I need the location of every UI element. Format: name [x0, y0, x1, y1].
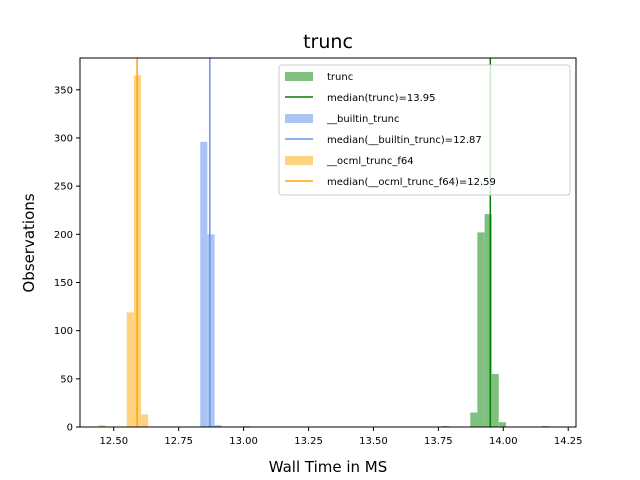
- y-axis-ticks: 0 50 100 150 200 250 300 350: [54, 85, 80, 434]
- legend-swatch-4: [285, 156, 313, 165]
- x-axis-label: Wall Time in MS: [269, 458, 388, 476]
- legend-label-1: median(trunc)=13.95: [327, 93, 436, 104]
- bar-4-1: [126, 312, 134, 427]
- x-tick-label-2: 13.00: [229, 436, 258, 447]
- y-tick-label-2: 100: [54, 326, 73, 337]
- chart-title: trunc: [303, 31, 353, 53]
- bar-2-2: [214, 425, 222, 427]
- bar-0-5: [498, 422, 507, 427]
- y-tick-label-5: 250: [54, 182, 73, 193]
- plot-frame: [79, 57, 577, 428]
- legend-label-0: trunc: [327, 72, 353, 83]
- x-tick-label-1: 12.75: [164, 436, 193, 447]
- legend-label-4: __ocml_trunc_f64: [326, 156, 414, 167]
- y-axis-label: Observations: [20, 193, 38, 292]
- legend-label-3: median(__builtin_trunc)=12.87: [327, 135, 482, 146]
- x-tick-label-6: 14.00: [489, 436, 518, 447]
- x-axis-ticks: 12.50 12.75 13.00 13.25 13.50 13.75 14.00 14.25: [99, 427, 583, 447]
- x-tick-label-3: 13.25: [294, 436, 323, 447]
- y-tick-label-7: 350: [54, 85, 73, 96]
- legend-label-5: median(__ocml_trunc_f64)=12.59: [327, 177, 496, 188]
- legend-label-2: __builtin_trunc: [326, 114, 400, 125]
- bar-0-3: [484, 214, 492, 427]
- legend-box: [278, 64, 571, 196]
- legend: trunc median(trunc)=13.95 __builtin_truncm…: [278, 64, 571, 196]
- y-tick-label-3: 150: [54, 278, 73, 289]
- bar-2-0: [200, 141, 208, 428]
- y-tick-label-0: 0: [67, 423, 73, 434]
- bar-4-3: [141, 414, 149, 427]
- bar-2-1: [207, 234, 215, 427]
- x-tick-label-0: 12.50: [99, 436, 128, 447]
- legend-swatch-2: [285, 114, 313, 123]
- bar-4-0: [98, 425, 106, 427]
- bar-0-2: [477, 232, 485, 427]
- legend-swatch-0: [285, 72, 313, 81]
- y-tick-label-6: 300: [54, 133, 73, 144]
- x-tick-label-4: 13.50: [359, 436, 388, 447]
- y-tick-label-4: 200: [54, 230, 73, 241]
- x-tick-label-7: 14.25: [554, 436, 583, 447]
- x-tick-label-5: 13.75: [424, 436, 453, 447]
- bar-0-4: [491, 374, 499, 427]
- bar-0-1: [470, 412, 478, 427]
- y-tick-label-1: 50: [60, 374, 73, 385]
